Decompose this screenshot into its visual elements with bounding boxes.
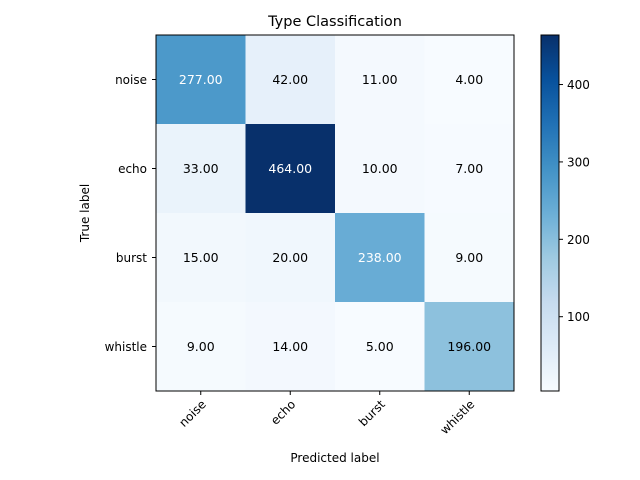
cell-value-label: 4.00 xyxy=(455,72,483,87)
y-tick-label: whistle xyxy=(105,340,147,354)
heatmap-cell xyxy=(156,35,246,125)
cell-value-label: 9.00 xyxy=(455,250,483,265)
cell-value-label: 7.00 xyxy=(455,161,483,176)
cell-value-label: 196.00 xyxy=(447,339,491,354)
colorbar-tick-label: 400 xyxy=(567,78,590,92)
heatmap-cell xyxy=(424,35,515,125)
y-axis-ticks: noise echo burst whistle xyxy=(105,73,156,354)
cell-value-label: 11.00 xyxy=(362,72,398,87)
heatmap-cell xyxy=(424,124,515,214)
cell-value-label: 464.00 xyxy=(268,161,312,176)
plot-frame xyxy=(155,34,515,392)
y-tick-label: echo xyxy=(118,162,147,176)
heatmap-cell-labels: 277.00 42.00 11.00 4.00 33.00 464.00 10.00 7.00… xyxy=(179,72,491,354)
heatmap-cell xyxy=(335,302,425,392)
cell-value-label: 20.00 xyxy=(272,250,308,265)
heatmap-cell xyxy=(335,35,425,125)
y-tick-label: noise xyxy=(115,73,147,87)
cell-value-label: 238.00 xyxy=(358,250,402,265)
cell-value-label: 5.00 xyxy=(366,339,394,354)
heatmap-cell xyxy=(245,213,336,303)
colorbar-tick-label: 300 xyxy=(567,155,590,169)
cell-value-label: 14.00 xyxy=(272,339,308,354)
heatmap-cell xyxy=(245,124,336,214)
heatmap-cell xyxy=(156,302,246,392)
heatmap-cell xyxy=(245,35,336,125)
x-axis-label: Predicted label xyxy=(290,451,379,465)
cell-value-label: 277.00 xyxy=(179,72,223,87)
cell-value-label: 15.00 xyxy=(183,250,219,265)
cell-value-label: 42.00 xyxy=(272,72,308,87)
y-axis-label: True label xyxy=(78,184,92,243)
heatmap-cell xyxy=(156,213,246,303)
heatmap-cell xyxy=(424,302,515,392)
heatmap-cell xyxy=(424,213,515,303)
heatmap-cell xyxy=(245,302,336,392)
heatmap-cell xyxy=(156,124,246,214)
colorbar-ticks: 100 200 300 400 xyxy=(559,78,590,324)
chart-title: Type Classification xyxy=(267,14,402,30)
y-tick-label: burst xyxy=(116,251,147,265)
colorbar-tick-label: 100 xyxy=(567,310,590,324)
cell-value-label: 10.00 xyxy=(362,161,398,176)
heatmap-cells xyxy=(156,35,515,392)
heatmap-cell xyxy=(335,124,425,214)
colorbar-tick-label: 200 xyxy=(567,233,590,247)
cell-value-label: 33.00 xyxy=(183,161,219,176)
heatmap-cell xyxy=(335,213,425,303)
colorbar xyxy=(540,34,560,392)
cell-value-label: 9.00 xyxy=(187,339,215,354)
